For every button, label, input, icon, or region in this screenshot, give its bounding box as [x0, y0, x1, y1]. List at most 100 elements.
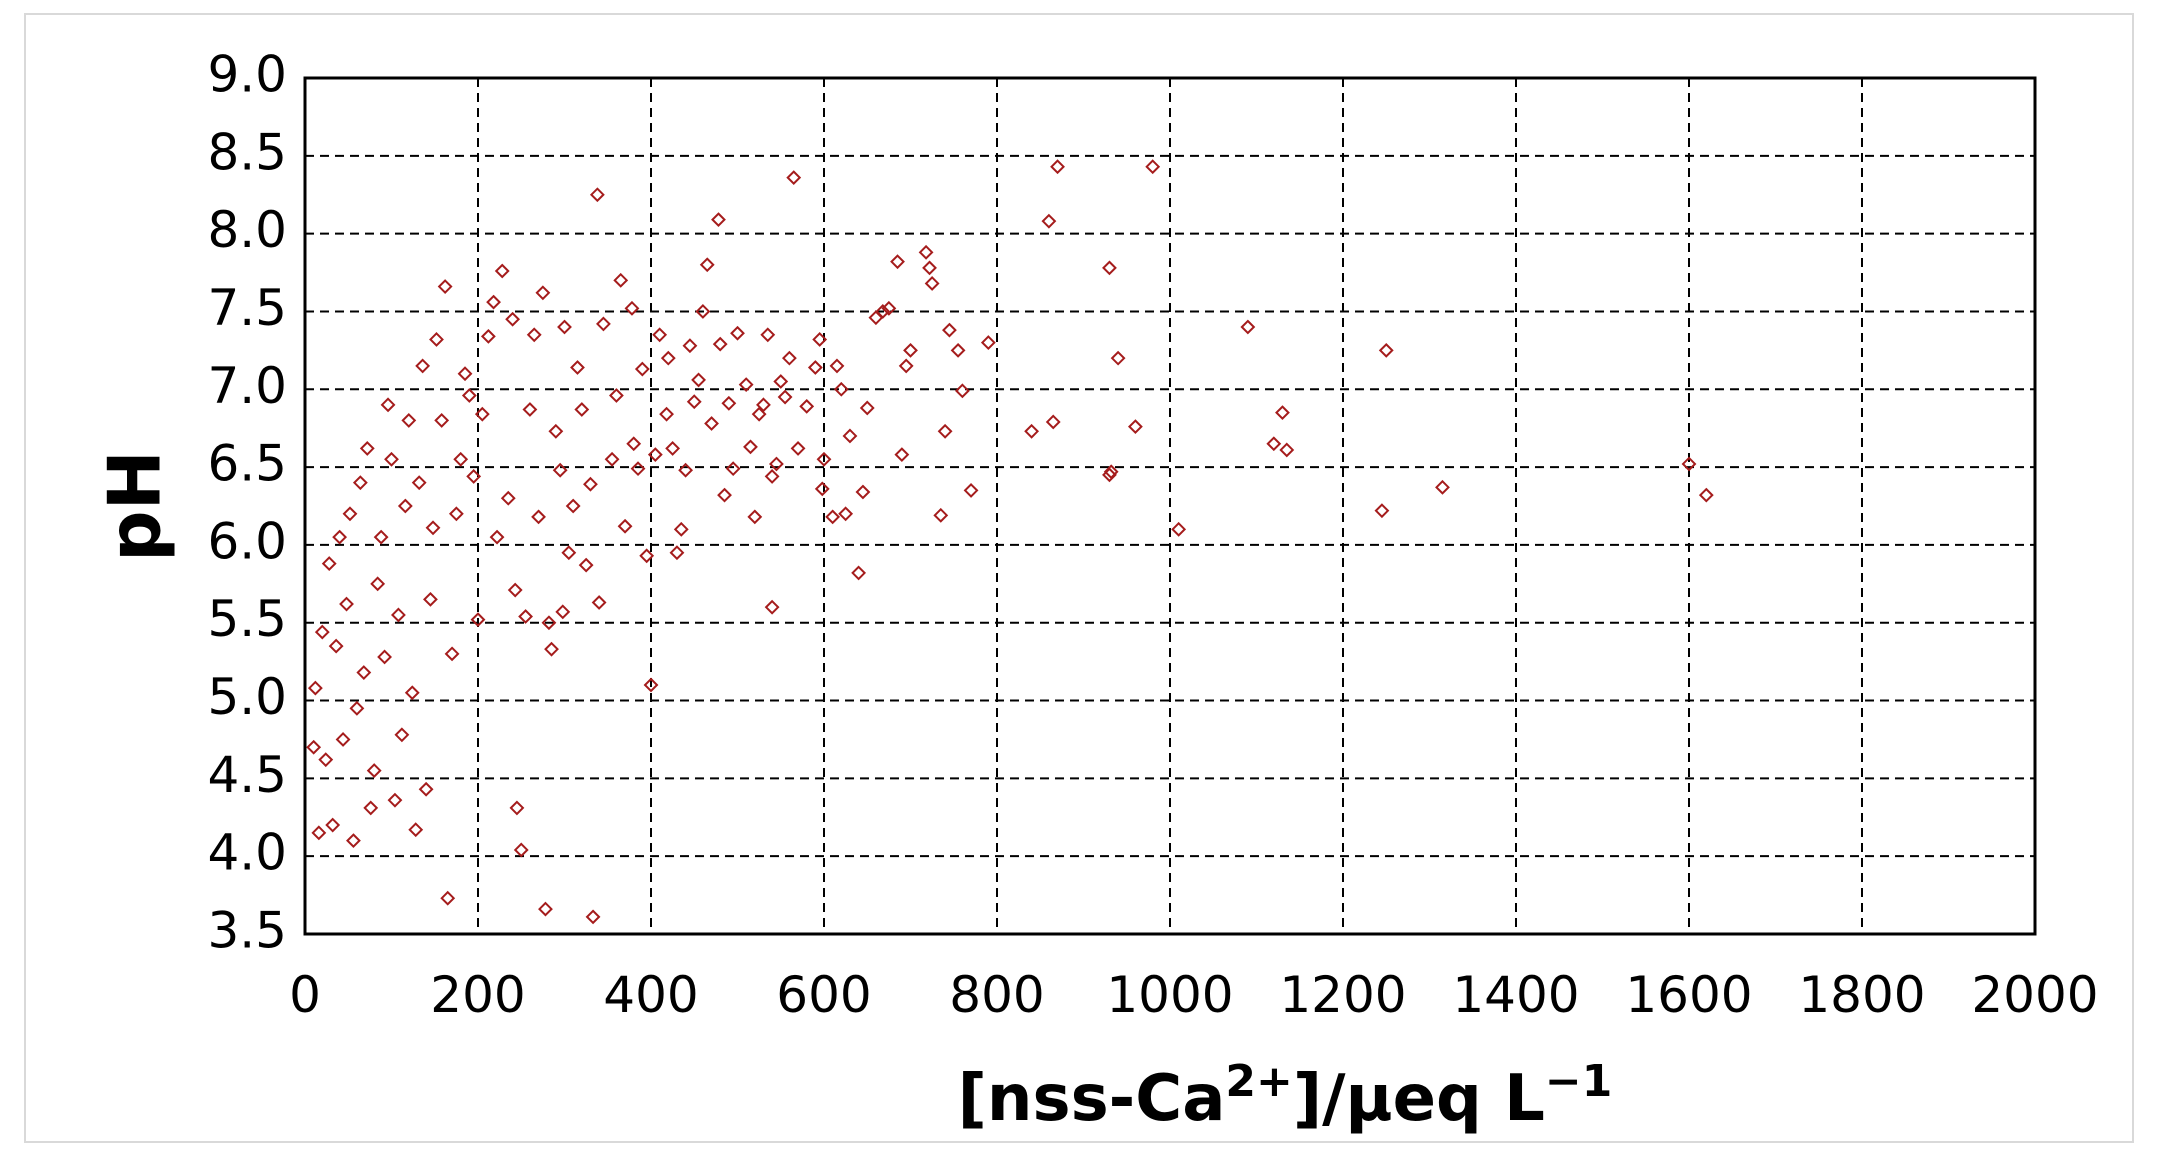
- data-point: [591, 595, 607, 610]
- x-tick-label: 1800: [1798, 966, 1925, 1024]
- x-tick-labels: 0 200 400 600 800 1000 1200 1400 1600 1800 2000: [289, 966, 2099, 1024]
- data-point: [466, 469, 482, 484]
- data-point: [747, 509, 763, 525]
- data-point: [352, 475, 368, 491]
- data-point: [480, 328, 496, 344]
- data-point: [1240, 319, 1256, 335]
- x-tick-label: 1200: [1279, 966, 1406, 1024]
- data-point: [363, 800, 379, 816]
- x-tick-label: 1000: [1106, 966, 1233, 1024]
- data-point: [659, 406, 674, 422]
- y-tick-label: 5.0: [207, 668, 287, 726]
- data-point: [332, 529, 348, 545]
- data-point: [526, 327, 542, 343]
- data-point: [1374, 503, 1390, 519]
- data-point: [712, 336, 728, 352]
- data-point: [894, 447, 910, 463]
- data-point: [359, 441, 375, 456]
- data-point: [349, 700, 365, 716]
- data-point: [730, 325, 745, 341]
- data-point: [1110, 350, 1126, 366]
- data-point: [366, 763, 382, 778]
- data-point: [829, 358, 845, 374]
- data-point: [1024, 423, 1040, 439]
- data-point: [513, 842, 529, 858]
- y-tick-label: 8.5: [207, 123, 287, 181]
- data-point: [1435, 479, 1450, 495]
- data-point: [507, 582, 523, 598]
- data-point: [937, 423, 953, 439]
- data-point: [1266, 436, 1282, 452]
- data-point: [387, 792, 403, 808]
- data-point: [585, 909, 601, 925]
- data-point: [565, 498, 581, 514]
- data-point: [570, 360, 585, 375]
- data-point: [942, 322, 957, 338]
- data-point: [314, 624, 330, 640]
- data-point: [1041, 213, 1057, 229]
- data-point: [1681, 456, 1697, 472]
- data-point: [756, 397, 771, 413]
- data-point: [318, 752, 334, 768]
- data-point: [1275, 405, 1290, 421]
- data-point: [561, 545, 577, 561]
- data-point: [807, 360, 823, 375]
- data-points: [306, 159, 1714, 925]
- data-point: [814, 481, 830, 497]
- data-point: [1050, 159, 1065, 175]
- data-point: [538, 901, 553, 917]
- grid-lines: [305, 78, 2035, 934]
- data-point: [418, 781, 434, 797]
- x-tick-label: 600: [776, 966, 871, 1024]
- data-point: [630, 461, 646, 477]
- data-point: [531, 509, 546, 525]
- data-point: [842, 428, 858, 444]
- data-point: [408, 822, 424, 838]
- data-point: [743, 439, 758, 455]
- x-tick-label: 200: [430, 966, 525, 1024]
- x-axis-label-suffix: ]/μeq L: [1293, 1062, 1545, 1136]
- data-point: [725, 461, 741, 477]
- y-tick-label: 6.0: [207, 512, 287, 570]
- data-point: [855, 484, 871, 500]
- x-tick-label: 1400: [1452, 966, 1579, 1024]
- x-axis-label-superscript: 2+: [1225, 1056, 1292, 1107]
- data-point: [555, 604, 571, 620]
- data-point: [777, 389, 793, 405]
- data-point: [639, 548, 655, 564]
- data-point: [825, 509, 841, 525]
- data-point: [769, 456, 784, 472]
- data-point: [652, 327, 668, 343]
- data-point: [950, 342, 966, 358]
- data-point: [311, 825, 327, 841]
- data-point: [924, 276, 940, 291]
- data-point: [457, 366, 473, 382]
- data-point: [578, 557, 594, 573]
- data-point: [604, 451, 620, 467]
- data-point: [423, 591, 438, 607]
- data-point: [980, 335, 996, 350]
- data-point: [401, 412, 417, 428]
- y-tick-label: 4.0: [207, 824, 287, 882]
- x-tick-label: 0: [289, 966, 321, 1024]
- data-point: [440, 890, 456, 906]
- x-axis-label-unit-superscript: −1: [1545, 1056, 1612, 1107]
- data-point: [448, 506, 464, 522]
- data-point: [626, 436, 642, 452]
- data-point: [673, 521, 689, 537]
- data-point: [704, 416, 719, 431]
- data-point: [838, 506, 854, 522]
- data-point: [596, 316, 611, 332]
- data-point: [307, 680, 323, 696]
- data-point: [335, 732, 351, 747]
- y-tick-label: 3.5: [207, 902, 287, 960]
- data-point: [1103, 464, 1119, 480]
- data-point: [812, 332, 828, 347]
- data-point: [922, 260, 937, 276]
- y-tick-label: 5.5: [207, 590, 287, 648]
- data-point: [544, 641, 559, 657]
- data-point: [373, 529, 389, 545]
- data-point: [890, 254, 905, 270]
- data-point: [380, 397, 396, 413]
